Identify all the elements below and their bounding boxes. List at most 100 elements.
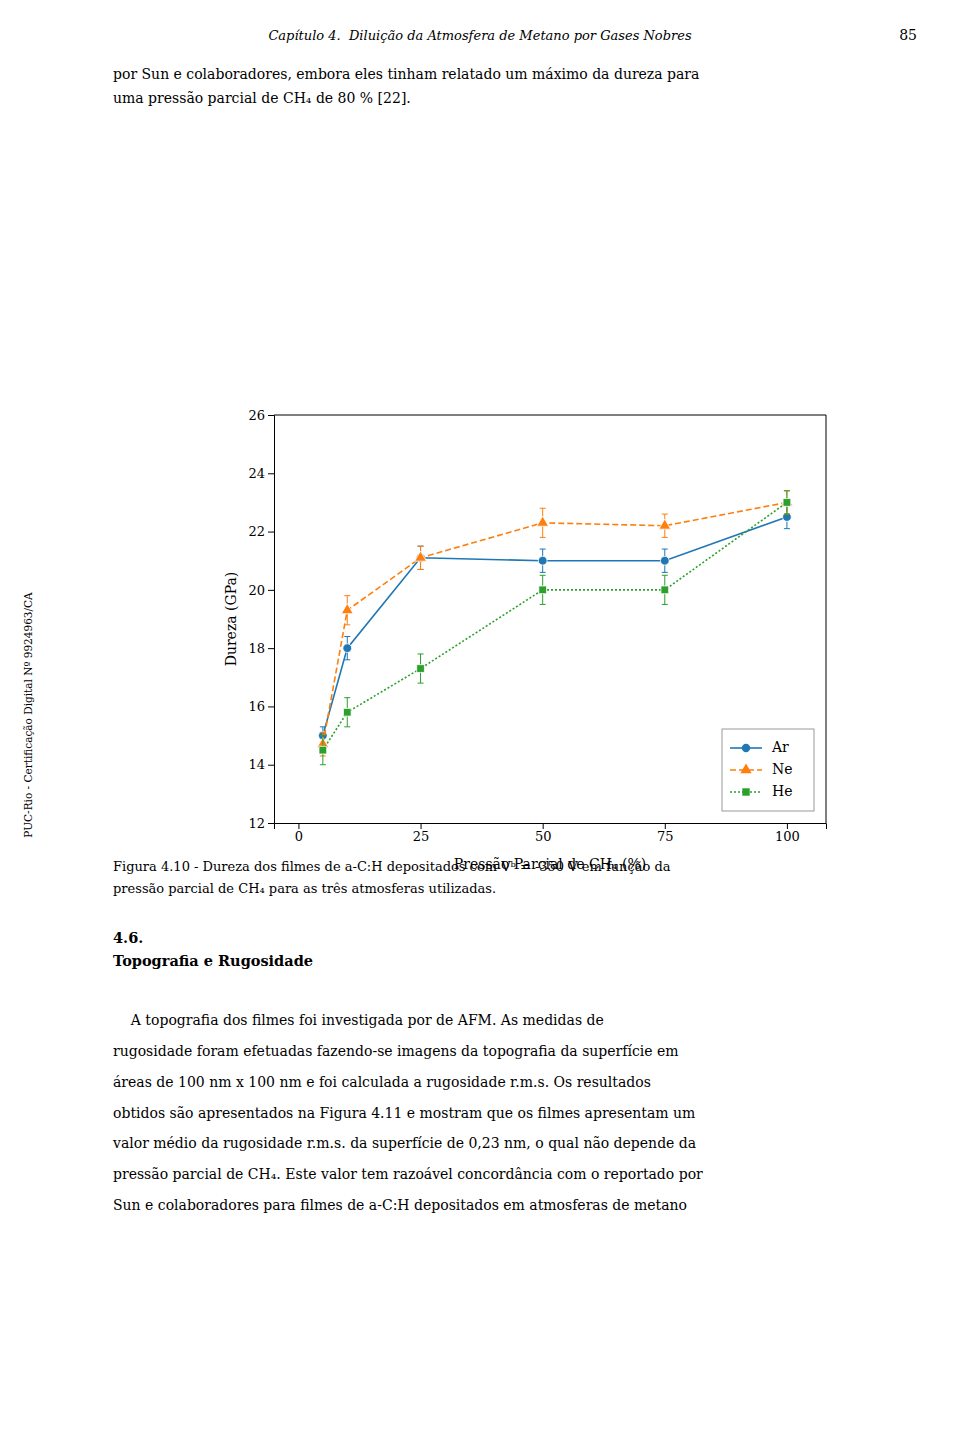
legend-box <box>722 729 814 811</box>
series-line <box>323 502 787 750</box>
tick-mark <box>268 415 274 416</box>
tick: 14 <box>248 757 274 772</box>
tick: 50 <box>535 823 552 844</box>
legend-label: He <box>772 783 793 799</box>
tick: 16 <box>248 699 274 714</box>
tick: 22 <box>248 524 274 539</box>
figure-caption: Figura 4.10 - Dureza dos filmes de a-C:H… <box>113 859 671 874</box>
legend: Ar Ne He <box>722 729 814 811</box>
tick-mark <box>268 473 274 474</box>
series-line <box>323 517 787 736</box>
body-text: obtidos são apresentados na Figura 4.11 … <box>113 1105 695 1121</box>
tick-mark <box>268 532 274 533</box>
series <box>319 491 791 765</box>
tick-mark <box>268 823 274 824</box>
point <box>341 603 353 613</box>
page-number: 85 <box>899 27 917 43</box>
error-bar <box>784 491 790 514</box>
tick-label: 75 <box>657 829 674 844</box>
tick-mark <box>268 648 274 649</box>
error-bar <box>540 575 546 604</box>
body-text: áreas de 100 nm x 100 nm e foi calculada… <box>113 1074 651 1090</box>
series-line <box>323 502 787 744</box>
point <box>417 665 425 673</box>
legend-swatch-marker <box>740 763 751 773</box>
y-axis: 12 14 16 18 20 22 24 26 <box>248 408 274 831</box>
header-text: uma pressão parcial de CH₄ de 80 % [22]. <box>113 90 411 106</box>
tick: 75 <box>657 823 674 844</box>
tick: 0 <box>295 823 303 844</box>
tick-mark <box>665 823 666 829</box>
tick-mark <box>268 765 274 766</box>
tick: 25 <box>413 823 430 844</box>
tick-label: 18 <box>248 641 265 656</box>
body-text: valor médio da rugosidade r.m.s. da supe… <box>112 1135 696 1151</box>
plot-area <box>317 491 793 765</box>
tick-label: 16 <box>248 699 265 714</box>
tick: 12 <box>248 816 274 831</box>
body-text: Sun e colaboradores para filmes de a-C:H… <box>113 1197 687 1213</box>
axis-line <box>268 416 275 824</box>
section-title: Topografia e Rugosidade <box>113 952 313 969</box>
series <box>318 505 791 744</box>
error-bar <box>344 698 350 727</box>
tick-mark <box>787 823 788 829</box>
figure-caption: pressão parcial de CH₄ para as três atmo… <box>113 881 496 896</box>
tick-label: 22 <box>248 524 265 539</box>
tick: 26 <box>248 408 274 423</box>
body-text: rugosidade foram efetuadas fazendo-se im… <box>113 1043 679 1059</box>
error-bar <box>418 654 424 683</box>
tick-mark <box>268 706 274 707</box>
tick: 24 <box>248 466 274 481</box>
axis-line <box>275 824 827 830</box>
point <box>659 519 671 529</box>
running-header: Capítulo 4. Diluição da Atmosfera de Met… <box>268 28 692 43</box>
tick: 100 <box>775 823 800 844</box>
point <box>783 499 791 507</box>
tick-mark <box>268 590 274 591</box>
legend-item: He <box>730 783 793 799</box>
error-bar <box>320 736 326 765</box>
tick: 20 <box>248 583 274 598</box>
point <box>538 556 547 565</box>
legend-item: Ar <box>730 739 789 755</box>
y-axis-title: Dureza (GPa) <box>223 572 239 667</box>
tick-mark <box>543 823 544 829</box>
body-text: pressão parcial de CH₄. Este valor tem r… <box>113 1166 703 1182</box>
point <box>661 586 669 594</box>
legend-swatch-marker <box>742 744 750 752</box>
tick-label: 26 <box>248 408 265 423</box>
error-bar <box>662 575 668 604</box>
point <box>539 586 547 594</box>
tick-label: 20 <box>248 583 265 598</box>
series <box>317 491 793 756</box>
point <box>415 551 427 561</box>
tick-mark <box>421 823 422 829</box>
legend-label: Ar <box>771 739 789 755</box>
plot-frame <box>274 415 826 823</box>
sidebar: PUC-Rio - Certificação Digital Nº 992496… <box>22 592 34 838</box>
point <box>343 644 352 653</box>
tick-label: 14 <box>248 757 265 772</box>
tick-mark <box>298 823 299 829</box>
legend-label: Ne <box>772 761 793 777</box>
legend-item: Ne <box>730 761 793 777</box>
tick-label: 12 <box>248 816 265 831</box>
page: Capítulo 4. Diluição da Atmosfera de Met… <box>0 0 960 1430</box>
tick-label: 100 <box>775 829 800 844</box>
error-bar <box>784 491 790 514</box>
tick-label: 50 <box>535 829 552 844</box>
point <box>660 556 669 565</box>
point <box>343 708 351 716</box>
x-axis: 0 25 50 75 100 <box>275 823 827 844</box>
legend-swatch-marker <box>742 788 749 795</box>
tick-label: 24 <box>248 466 265 481</box>
tick-label: 25 <box>413 829 430 844</box>
header-text: por Sun e colaboradores, embora eles tin… <box>113 66 699 82</box>
tick: 18 <box>248 641 274 656</box>
point <box>319 746 327 754</box>
tick-label: 0 <box>295 829 303 844</box>
body-text: A topografia dos filmes foi investigada … <box>113 1012 604 1028</box>
section-number: 4.6. <box>113 929 143 946</box>
point <box>537 516 549 526</box>
